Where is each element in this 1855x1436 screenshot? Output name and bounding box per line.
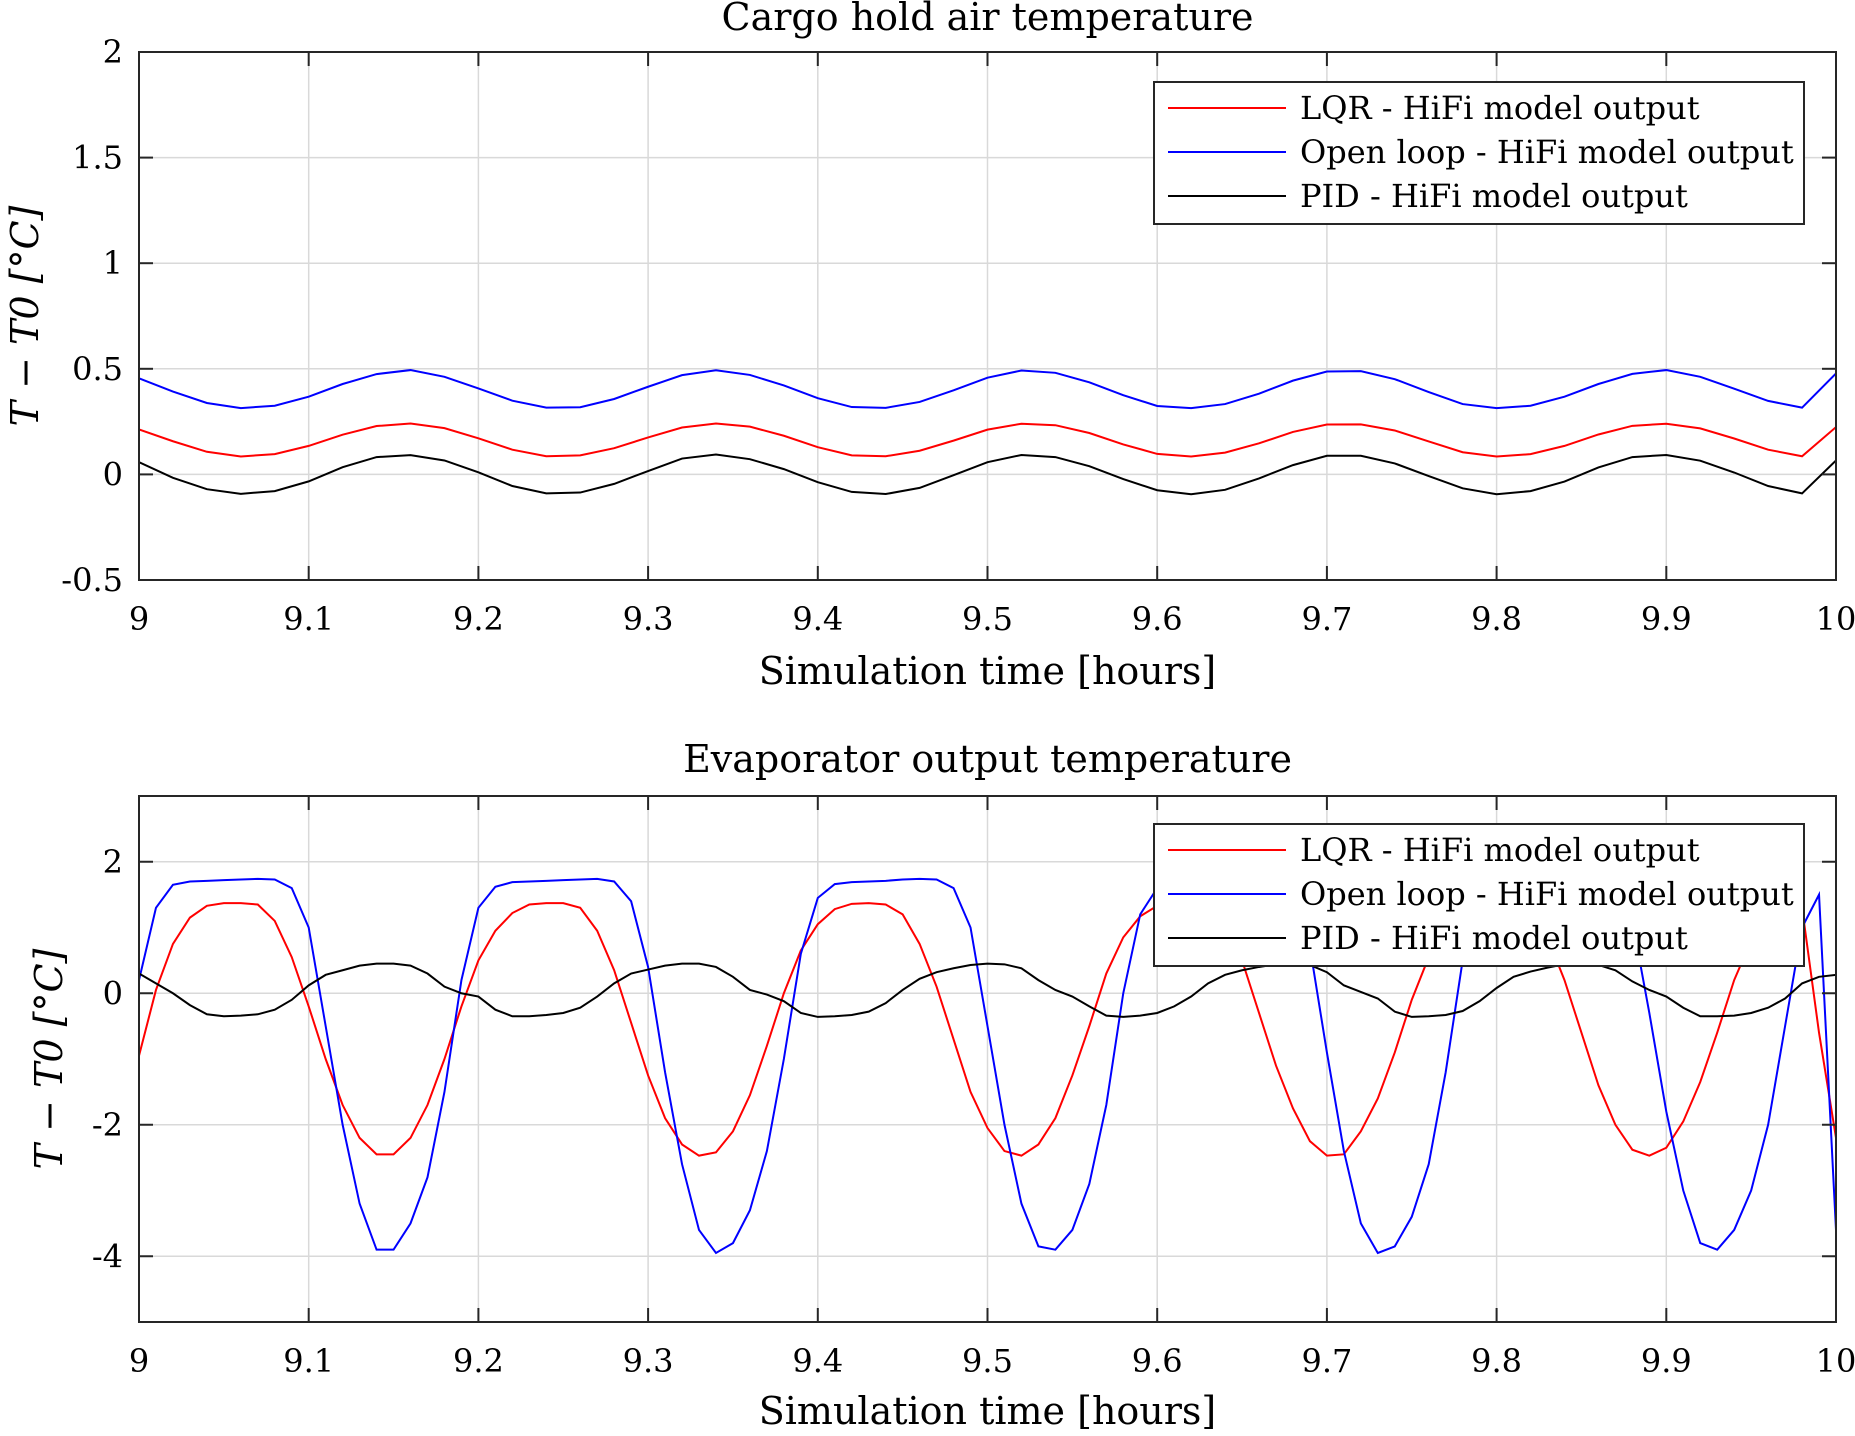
y-tick-label: -4: [92, 1237, 123, 1275]
legend-label: Open loop - HiFi model output: [1300, 875, 1794, 913]
chart-title: Evaporator output temperature: [683, 737, 1292, 781]
x-tick-label: 9: [129, 600, 149, 638]
x-tick-label: 9.9: [1641, 600, 1692, 638]
x-tick-label: 9.1: [283, 600, 334, 638]
x-tick-label: 9.5: [962, 1342, 1013, 1380]
chart-cargo-hold-air-temperature: Cargo hold air temperature 9 9.1 9.2 9.3 9.4 9…: [3, 0, 1855, 693]
legend-label: LQR - HiFi model output: [1300, 831, 1700, 869]
y-tick-label: 0: [103, 455, 123, 493]
x-tick-label: 9.3: [623, 1342, 674, 1380]
x-tick-label: 9.8: [1471, 600, 1522, 638]
chart-evaporator-output-temperature: Evaporator output temperature 9 9.1 9.2 9.3 9…: [27, 737, 1855, 1433]
y-tick-label: 2: [103, 33, 123, 71]
x-axis-label: Simulation time [hours]: [759, 649, 1217, 693]
x-tick-label: 9.7: [1301, 600, 1352, 638]
chart-title: Cargo hold air temperature: [722, 0, 1254, 39]
legend: LQR - HiFi model output Open loop - HiFi …: [1153, 823, 1805, 967]
x-tick-label: 9.2: [453, 600, 504, 638]
y-axis-label: T − T0 [°C]: [27, 948, 71, 1169]
y-tick-label: -0.5: [61, 561, 123, 599]
y-tick-label: -2: [92, 1106, 123, 1144]
y-tick-label: 2: [103, 843, 123, 881]
legend: LQR - HiFi model output Open loop - HiFi …: [1153, 81, 1805, 225]
y-tick-label: 1: [103, 244, 123, 282]
series-line-lqr-hifi-model-output: [139, 422, 1836, 458]
x-tick-label: 10: [1816, 1342, 1855, 1380]
series-line-pid-hifi-model-output: [139, 453, 1836, 496]
x-tick-label: 9.4: [792, 1342, 843, 1380]
x-axis-label: Simulation time [hours]: [759, 1389, 1217, 1433]
legend-label: PID - HiFi model output: [1300, 177, 1688, 215]
y-tick-label: 1.5: [72, 139, 123, 177]
x-tick-label: 9.5: [962, 600, 1013, 638]
x-tick-label: 9.3: [623, 600, 674, 638]
legend-label: Open loop - HiFi model output: [1300, 133, 1794, 171]
x-tick-label: 9.2: [453, 1342, 504, 1380]
x-tick-label: 9.6: [1132, 600, 1183, 638]
x-tick-label: 10: [1816, 600, 1855, 638]
x-tick-label: 9.6: [1132, 1342, 1183, 1380]
x-tick-label: 9.4: [792, 600, 843, 638]
x-tick-label: 9: [129, 1342, 149, 1380]
x-tick-label: 9.9: [1641, 1342, 1692, 1380]
legend-label: LQR - HiFi model output: [1300, 89, 1700, 127]
x-tick-label: 9.7: [1301, 1342, 1352, 1380]
x-tick-label: 9.8: [1471, 1342, 1522, 1380]
y-axis-label: T − T0 [°C]: [3, 205, 47, 426]
series-line-open-loop-hifi-model-output: [139, 369, 1836, 410]
legend-label: PID - HiFi model output: [1300, 919, 1688, 957]
y-tick-label: 0: [103, 974, 123, 1012]
y-tick-label: 0.5: [72, 350, 123, 388]
x-tick-label: 9.1: [283, 1342, 334, 1380]
